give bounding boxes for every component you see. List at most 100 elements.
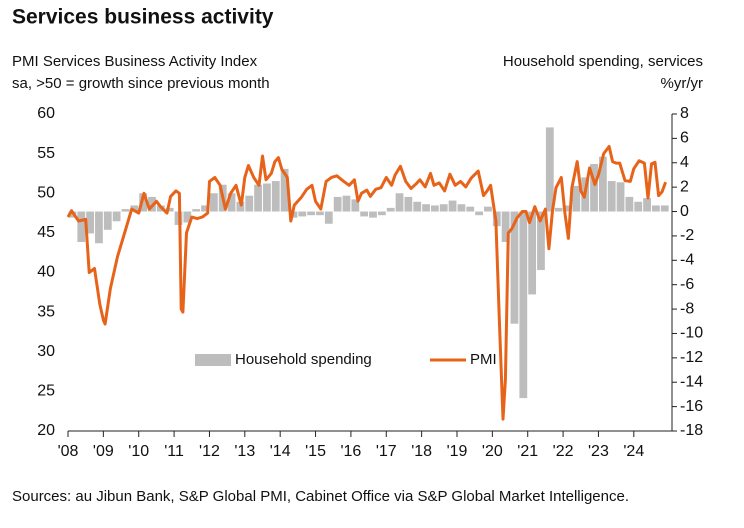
- chart-title: Services business activity: [12, 6, 274, 29]
- bar: [590, 163, 598, 212]
- legend-label: Household spending: [235, 351, 372, 368]
- x-tick-label: '13: [234, 443, 255, 460]
- bar: [431, 205, 439, 212]
- bar: [448, 200, 457, 212]
- x-tick-label: '18: [411, 443, 432, 460]
- bar: [209, 193, 218, 212]
- bar: [634, 201, 643, 212]
- line: [66, 145, 668, 421]
- bar: [466, 206, 475, 212]
- bar: [77, 211, 86, 243]
- bar: [413, 201, 422, 212]
- bar: [660, 205, 669, 212]
- bar: [112, 211, 121, 222]
- left-axis-label: PMI Services Business Activity Index: [12, 53, 258, 70]
- y2-tick-label: 0: [680, 203, 689, 220]
- bar: [86, 211, 94, 234]
- bar: [616, 182, 625, 212]
- x-tick-label: '14: [270, 443, 291, 460]
- bar: [360, 211, 369, 217]
- left-axis-label: sa, >50 = growth since previous month: [12, 75, 270, 92]
- y2-tick-label: -6: [680, 276, 694, 293]
- bar: [263, 183, 271, 212]
- bar: [422, 204, 430, 212]
- x-tick-label: '22: [553, 443, 574, 460]
- x-tick-label: '20: [482, 443, 503, 460]
- y2-tick-label: -4: [680, 252, 694, 269]
- bar: [165, 207, 174, 212]
- bar: [227, 193, 236, 212]
- bar: [545, 127, 554, 212]
- y2-tick-label: 2: [680, 178, 689, 195]
- y-tick-label: 20: [37, 422, 55, 439]
- bar: [457, 204, 466, 212]
- bar: [484, 206, 492, 212]
- bar: [342, 195, 351, 212]
- bar: [369, 211, 377, 218]
- bar: [377, 211, 386, 216]
- bar: [501, 211, 510, 243]
- bar: [475, 211, 483, 216]
- x-tick-label: '11: [164, 443, 184, 460]
- x-tick-label: '24: [623, 443, 644, 460]
- y2-tick-label: 4: [680, 154, 689, 171]
- bar: [307, 211, 316, 216]
- bar: [510, 211, 519, 324]
- bar: [519, 211, 528, 399]
- bar: [572, 185, 581, 212]
- bar: [316, 211, 324, 216]
- source-note: Sources: au Jibun Bank, S&P Global PMI, …: [12, 488, 629, 505]
- bar: [404, 196, 413, 212]
- legend-label: PMI: [470, 351, 497, 368]
- bar: [554, 207, 563, 212]
- y2-tick-label: -2: [680, 227, 694, 244]
- bar: [130, 205, 139, 212]
- right-axis-label: %yr/yr: [661, 75, 704, 92]
- bar: [333, 196, 342, 212]
- y2-tick-label: -14: [680, 373, 703, 390]
- y-tick-label: 35: [37, 303, 55, 320]
- x-tick-label: '23: [588, 443, 609, 460]
- x-tick-label: '19: [447, 443, 468, 460]
- right-axis-label: Household spending, services: [503, 53, 703, 70]
- x-tick-label: '15: [305, 443, 326, 460]
- x-tick-label: '12: [199, 443, 220, 460]
- y-tick-label: 50: [37, 184, 55, 201]
- bar: [537, 211, 545, 271]
- x-tick-label: '17: [376, 443, 397, 460]
- bar: [643, 198, 651, 212]
- x-tick-label: '21: [517, 443, 538, 460]
- bar: [139, 193, 148, 212]
- bar: [245, 195, 254, 212]
- y2-tick-label: -16: [680, 398, 703, 415]
- y-tick-label: 25: [37, 383, 55, 400]
- y2-tick-label: 6: [680, 130, 689, 147]
- bar: [528, 211, 537, 295]
- bar: [625, 196, 634, 212]
- bar: [254, 184, 262, 212]
- x-tick-label: '10: [128, 443, 149, 460]
- y-tick-label: 40: [37, 264, 55, 281]
- bar: [271, 181, 280, 212]
- bar: [298, 211, 307, 217]
- y-tick-label: 30: [37, 343, 55, 360]
- bar: [121, 209, 130, 212]
- bar: [598, 156, 607, 212]
- y2-tick-label: -10: [680, 325, 703, 342]
- x-tick-label: '08: [58, 443, 79, 460]
- bar: [95, 211, 103, 244]
- legend-swatch: [195, 354, 231, 366]
- bar: [563, 205, 572, 212]
- bar: [607, 181, 616, 212]
- x-tick-label: '16: [340, 443, 361, 460]
- bar: [324, 211, 333, 224]
- bar: [280, 168, 289, 212]
- bar: [386, 207, 395, 212]
- y2-tick-label: -12: [680, 349, 703, 366]
- y-tick-label: 60: [37, 105, 55, 122]
- bar: [652, 205, 660, 212]
- y2-tick-label: 8: [680, 105, 689, 122]
- bar: [236, 201, 245, 212]
- bar: [201, 205, 209, 212]
- bar: [103, 211, 112, 230]
